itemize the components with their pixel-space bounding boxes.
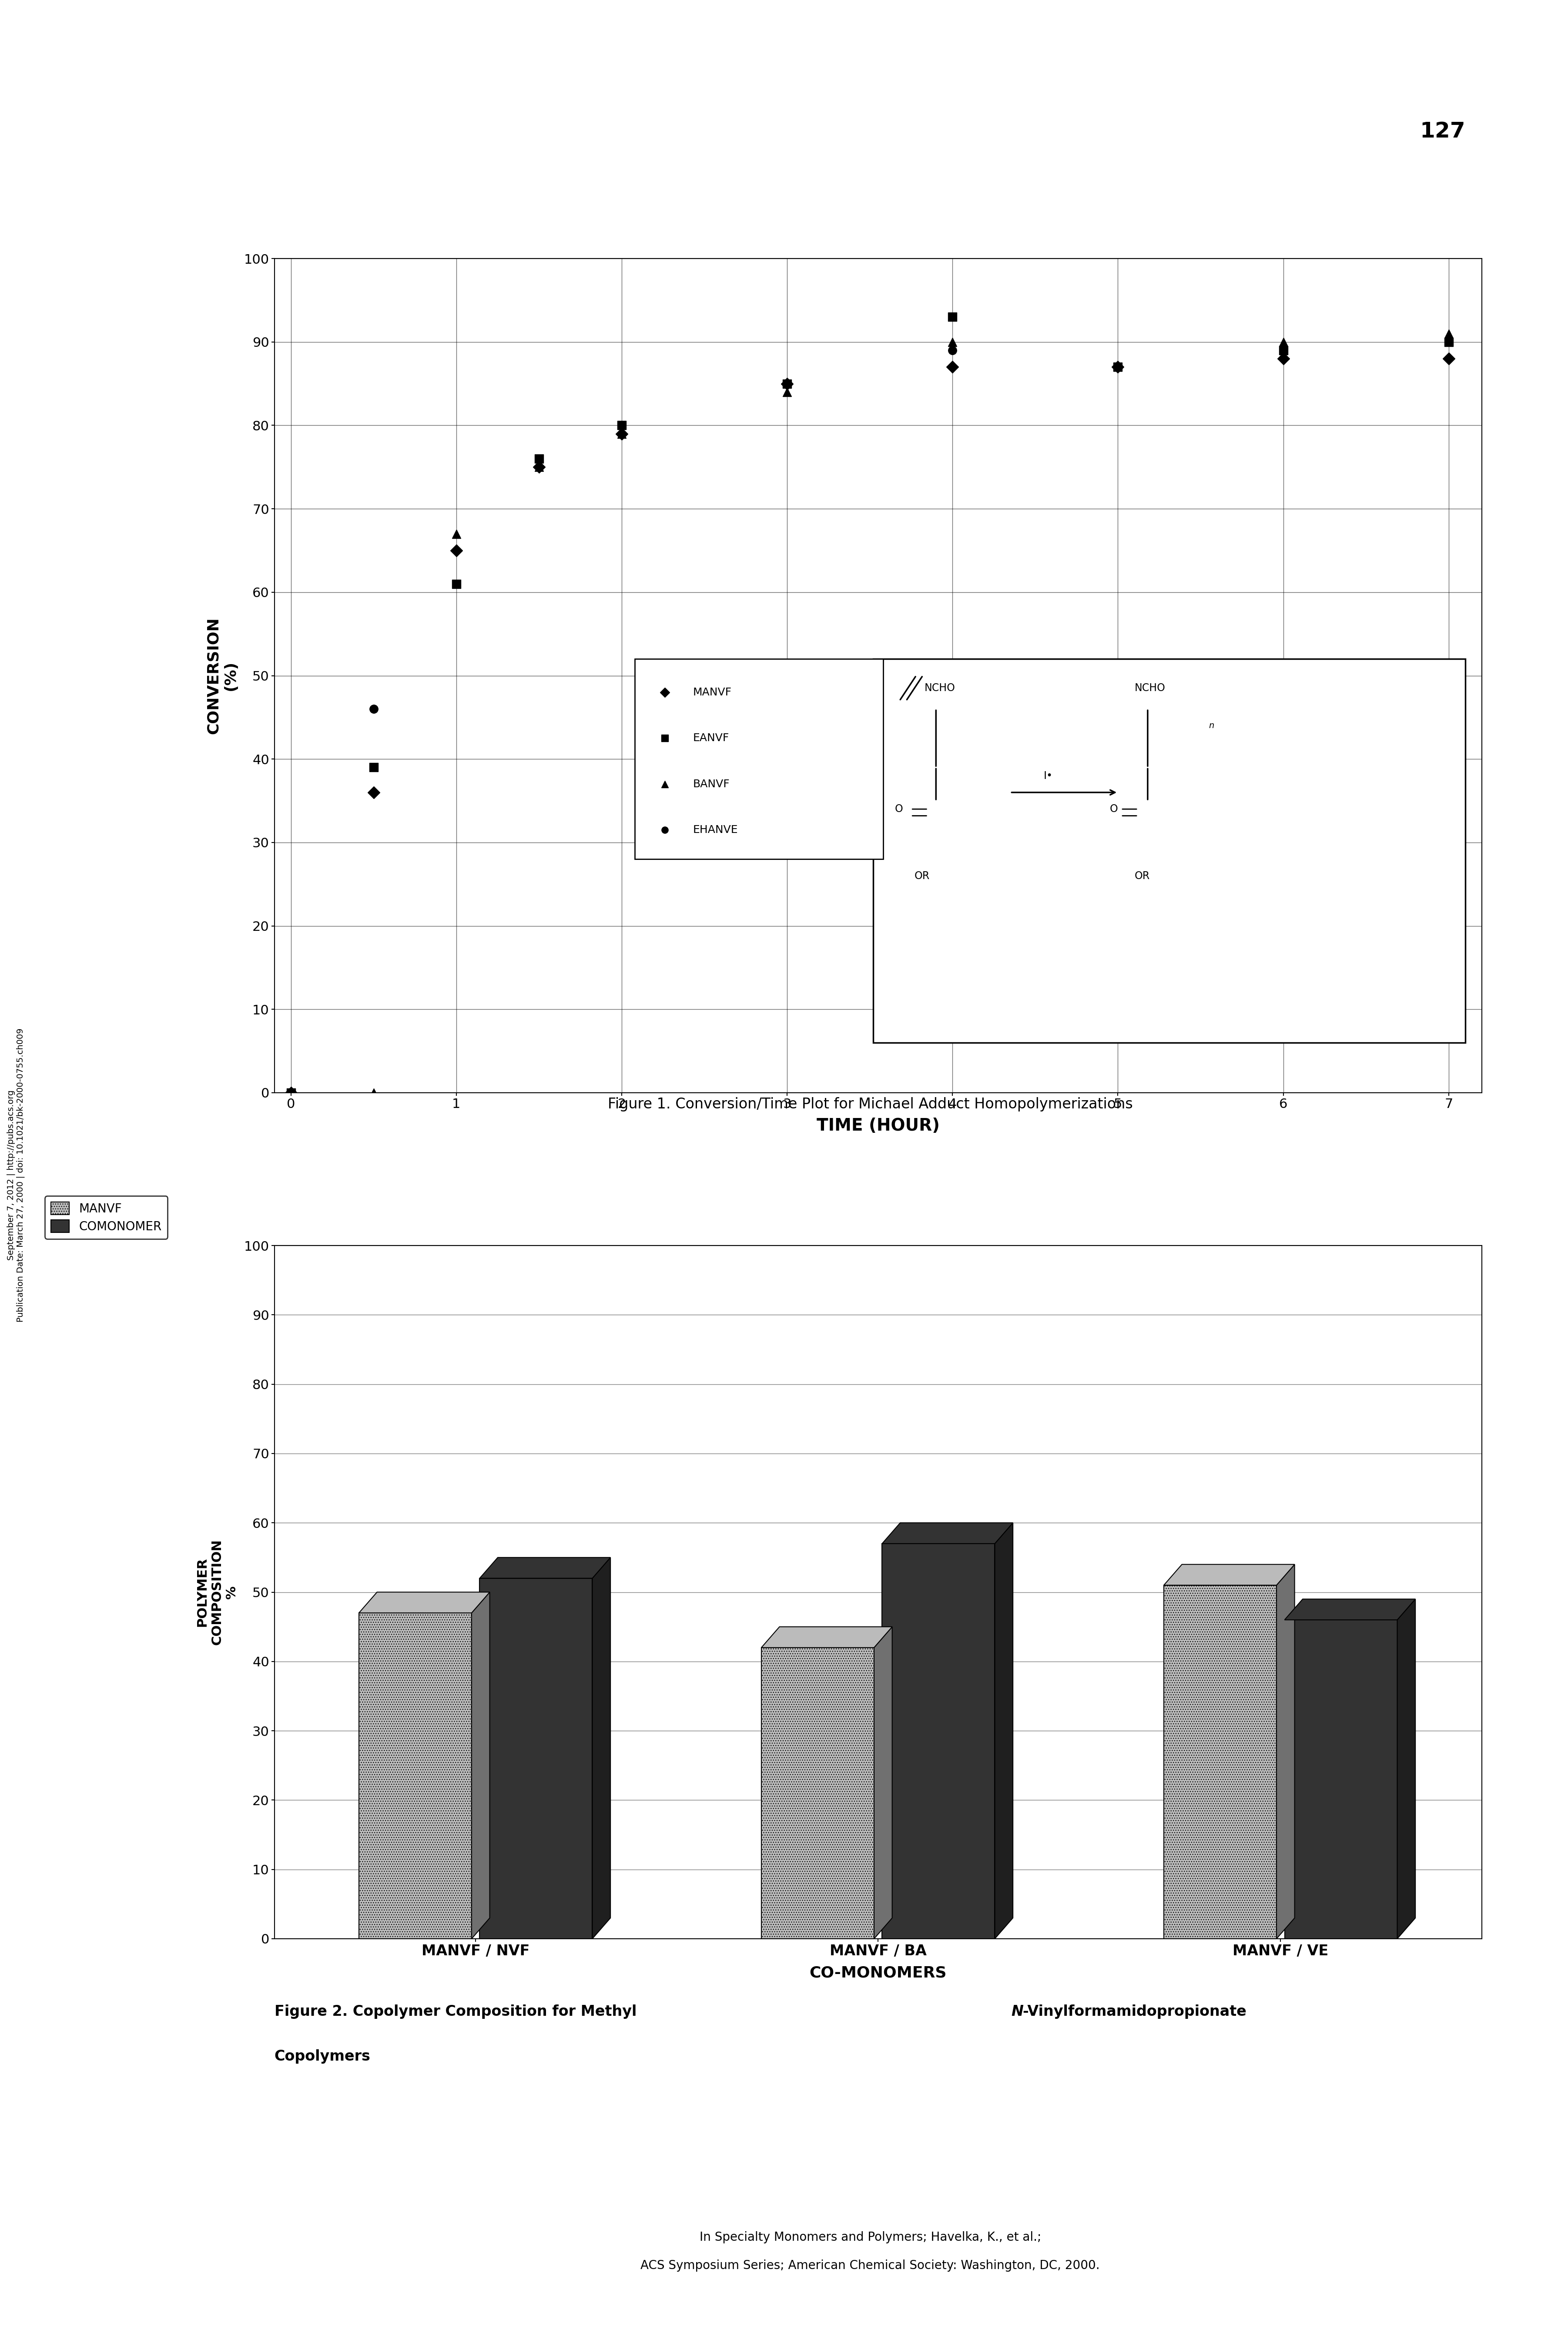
Text: I•: I• xyxy=(1043,771,1052,780)
Bar xyxy=(359,1612,472,1939)
Text: EANVF: EANVF xyxy=(693,733,729,743)
Text: BANVF: BANVF xyxy=(693,778,729,790)
Text: NCHO: NCHO xyxy=(1134,684,1165,693)
Text: N: N xyxy=(1011,2005,1024,2019)
Text: September 7, 2012 | http://pubs.acs.org
Publication Date: March 27, 2000 | doi: : September 7, 2012 | http://pubs.acs.org … xyxy=(6,1027,25,1323)
Y-axis label: CONVERSION
(%): CONVERSION (%) xyxy=(205,618,238,733)
Polygon shape xyxy=(1163,1565,1295,1586)
Text: OR: OR xyxy=(1134,870,1149,881)
Text: ACS Symposium Series; American Chemical Society: Washington, DC, 2000.: ACS Symposium Series; American Chemical … xyxy=(641,2258,1099,2272)
Polygon shape xyxy=(883,1523,1013,1544)
Text: In Specialty Monomers and Polymers; Havelka, K., et al.;: In Specialty Monomers and Polymers; Have… xyxy=(699,2230,1041,2244)
Bar xyxy=(873,658,1465,1043)
Text: MANVF: MANVF xyxy=(693,686,732,698)
Text: -Vinylformamidopropionate: -Vinylformamidopropionate xyxy=(1022,2005,1247,2019)
Text: n: n xyxy=(1209,721,1214,731)
Bar xyxy=(635,658,883,860)
Bar xyxy=(762,1647,873,1939)
Polygon shape xyxy=(1276,1565,1295,1939)
Polygon shape xyxy=(359,1593,489,1612)
Text: Copolymers: Copolymers xyxy=(274,2049,370,2063)
Polygon shape xyxy=(873,1626,892,1939)
Polygon shape xyxy=(593,1558,610,1939)
Text: EHANVE: EHANVE xyxy=(693,825,739,834)
Text: OR: OR xyxy=(914,870,930,881)
Polygon shape xyxy=(1284,1598,1416,1619)
Polygon shape xyxy=(1397,1598,1416,1939)
Text: NCHO: NCHO xyxy=(925,684,955,693)
Bar xyxy=(1284,1619,1397,1939)
X-axis label: TIME (HOUR): TIME (HOUR) xyxy=(817,1119,939,1135)
Polygon shape xyxy=(762,1626,892,1647)
Bar xyxy=(883,1544,994,1939)
Polygon shape xyxy=(480,1558,610,1579)
Bar xyxy=(480,1579,593,1939)
X-axis label: CO-MONOMERS: CO-MONOMERS xyxy=(809,1965,947,1981)
Polygon shape xyxy=(994,1523,1013,1939)
Bar xyxy=(1163,1586,1276,1939)
Text: Figure 2. Copolymer Composition for Methyl: Figure 2. Copolymer Composition for Meth… xyxy=(274,2005,641,2019)
Text: 127: 127 xyxy=(1419,122,1466,141)
Polygon shape xyxy=(472,1593,489,1939)
Text: Figure 1. Conversion/Time Plot for Michael Adduct Homopolymerizations: Figure 1. Conversion/Time Plot for Micha… xyxy=(608,1097,1132,1112)
Text: O: O xyxy=(895,804,903,815)
Text: O: O xyxy=(1110,804,1118,815)
Y-axis label: POLYMER
COMPOSITION
%: POLYMER COMPOSITION % xyxy=(196,1539,238,1645)
Legend: MANVF, COMONOMER: MANVF, COMONOMER xyxy=(45,1196,168,1238)
